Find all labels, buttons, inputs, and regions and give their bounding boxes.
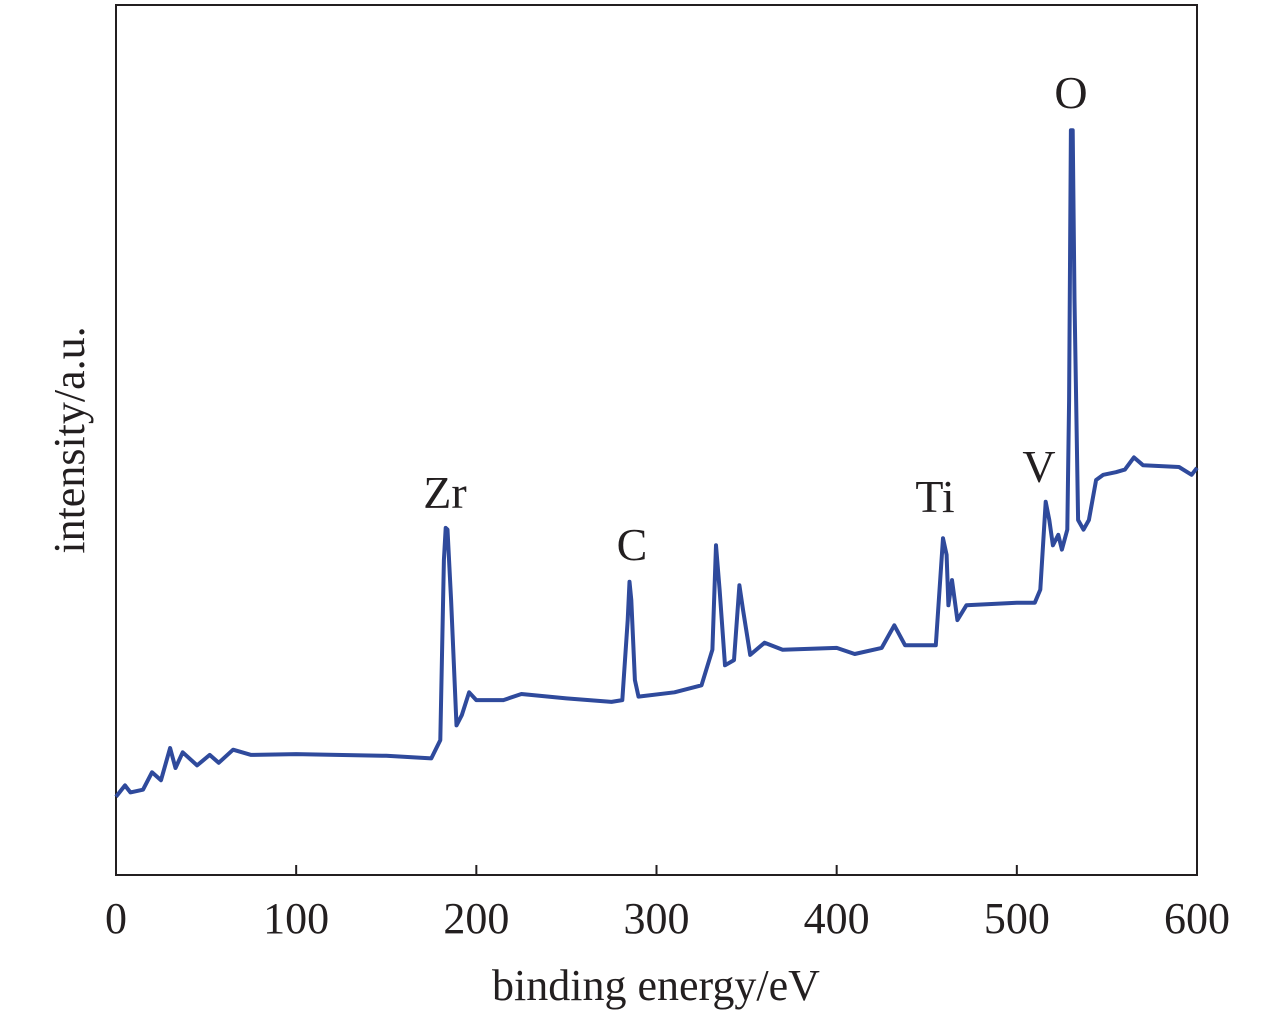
x-tick-label: 500 <box>984 894 1050 943</box>
plot-frame <box>115 4 1198 876</box>
spectrum-line <box>114 128 1199 798</box>
y-axis-label: intensity/a.u. <box>45 326 94 553</box>
x-tick-label: 0 <box>105 894 127 943</box>
x-tick-label: 600 <box>1164 894 1230 943</box>
x-tick-label: 100 <box>263 894 329 943</box>
x-axis-label: binding energy/eV <box>492 961 820 1010</box>
peak-label: Zr <box>423 467 466 518</box>
x-tick-label: 300 <box>624 894 690 943</box>
peak-label: Ti <box>915 471 954 522</box>
x-tick-label: 200 <box>443 894 509 943</box>
peak-label: O <box>1054 67 1087 118</box>
x-tick-label: 400 <box>804 894 870 943</box>
peak-label: V <box>1022 441 1055 492</box>
peak-label: C <box>617 519 648 570</box>
